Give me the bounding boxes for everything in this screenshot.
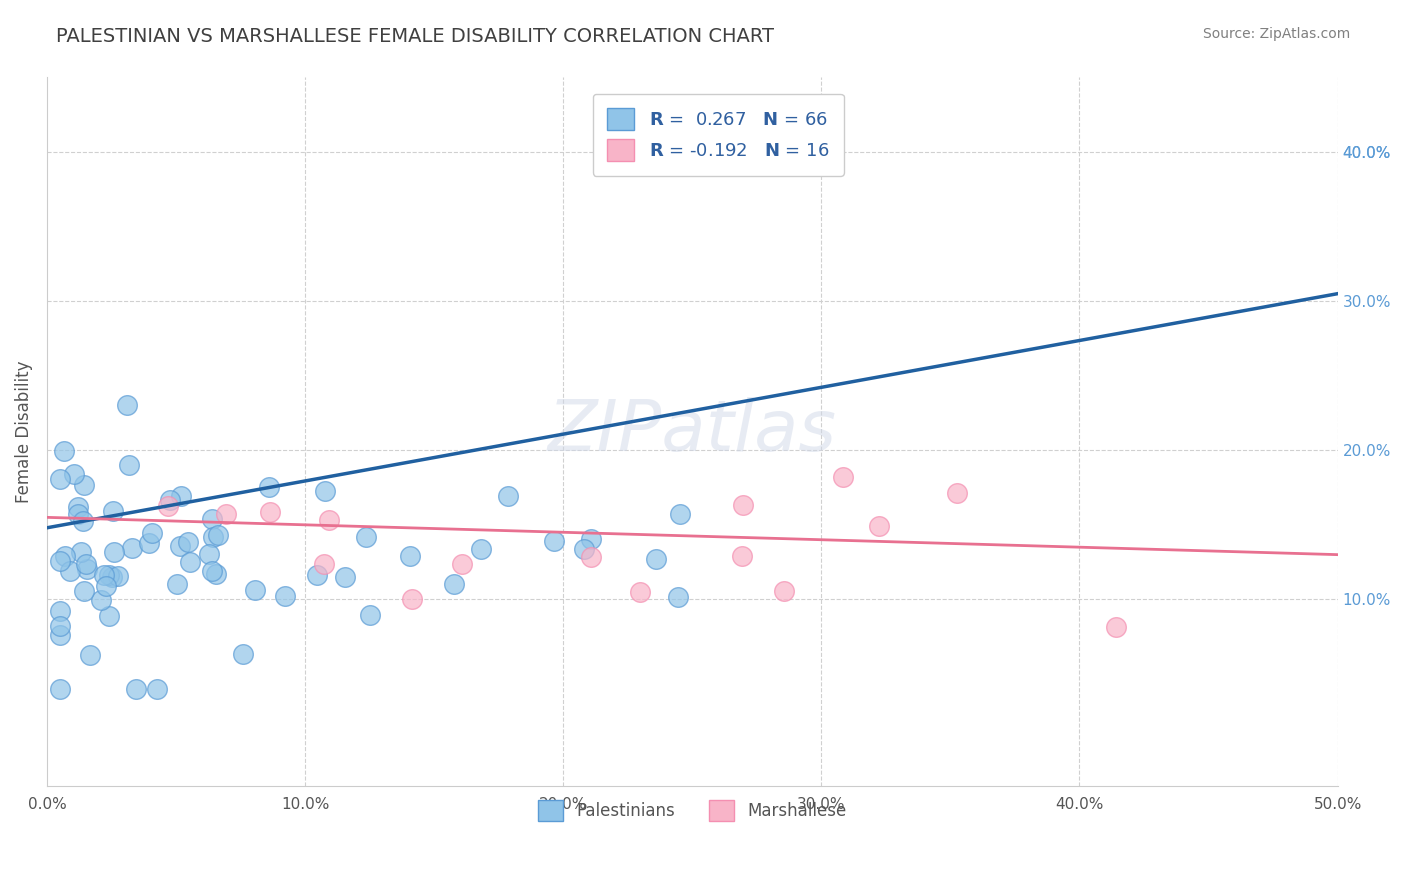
Point [232,647,254,661]
Point [259,480,281,494]
Point [107,569,129,583]
Point [451,557,474,571]
Point [72,514,94,528]
Point [773,583,796,598]
Point [101,570,124,584]
Y-axis label: Female Disability: Female Disability [15,360,32,503]
Point [245,582,267,597]
Point [200,564,222,578]
Point [90,592,112,607]
Point [170,489,193,503]
Point [868,519,890,533]
Point [157,499,180,513]
Text: PALESTINIAN VS MARSHALLESE FEMALE DISABILITY CORRELATION CHART: PALESTINIAN VS MARSHALLESE FEMALE DISABI… [56,27,775,45]
Point [666,591,689,605]
Point [305,568,328,582]
Point [125,681,148,696]
Point [98,567,121,582]
Point [96,579,118,593]
Point [198,547,221,561]
Point [207,528,229,542]
Point [49,472,72,486]
Point [138,536,160,550]
Point [93,567,115,582]
Point [146,681,169,696]
Point [314,557,336,571]
Point [159,492,181,507]
Point [574,541,596,556]
Point [215,507,238,521]
Point [354,530,377,544]
Point [52,444,75,458]
Point [318,513,340,527]
Point [115,398,138,412]
Point [103,545,125,559]
Point [98,608,121,623]
Text: ZIPatlas: ZIPatlas [548,397,837,467]
Point [496,489,519,503]
Point [179,555,201,569]
Point [274,589,297,603]
Point [628,585,651,599]
Point [141,525,163,540]
Point [946,485,969,500]
Point [731,549,754,563]
Point [72,477,94,491]
Point [59,564,82,578]
Legend: Palestinians, Marshallese: Palestinians, Marshallese [524,787,859,834]
Point [645,552,668,566]
Point [543,533,565,548]
Point [49,604,72,618]
Point [579,532,602,546]
Point [79,648,101,662]
Point [1105,620,1128,634]
Point [121,541,143,555]
Point [76,562,98,576]
Point [177,535,200,549]
Point [470,541,492,556]
Point [443,576,465,591]
Point [69,545,91,559]
Point [259,505,281,519]
Point [49,554,72,568]
Point [201,512,224,526]
Point [49,618,72,632]
Point [118,458,141,472]
Point [579,550,602,565]
Point [169,539,191,553]
Point [66,500,89,515]
Point [201,530,224,544]
Point [49,628,72,642]
Point [401,591,423,606]
Point [75,557,97,571]
Point [63,467,86,481]
Point [49,681,72,696]
Point [66,507,89,521]
Point [73,584,96,599]
Point [359,607,381,622]
Point [166,577,188,591]
Text: Source: ZipAtlas.com: Source: ZipAtlas.com [1202,27,1350,41]
Point [832,469,855,483]
Point [399,549,422,563]
Point [101,503,124,517]
Point [733,498,755,512]
Point [205,567,228,582]
Point [314,483,336,498]
Point [55,549,77,563]
Point [669,508,692,522]
Point [335,570,357,584]
